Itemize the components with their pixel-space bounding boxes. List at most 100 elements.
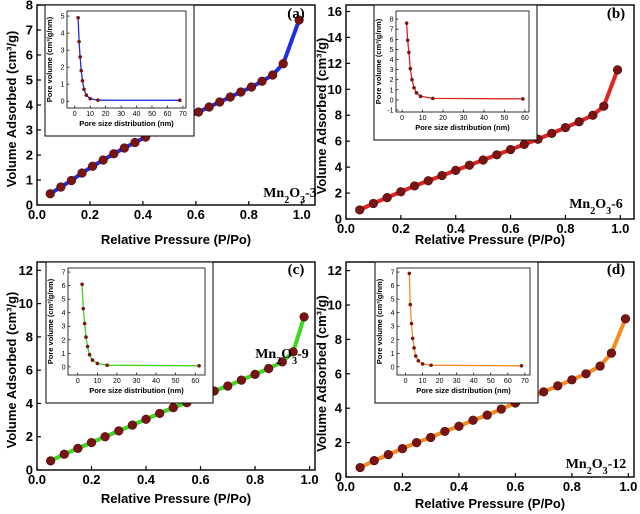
inset-y-tick-label: 5 <box>390 47 394 54</box>
inset-x-tick-label: 50 <box>172 378 180 385</box>
y-tick-label: 4 <box>335 401 343 416</box>
isotherm-point <box>482 410 492 420</box>
inset-line <box>77 17 180 101</box>
x-tick-label: 0.4 <box>134 207 153 222</box>
isotherm-point <box>288 347 298 357</box>
sample-label-part: -9 <box>297 347 309 362</box>
inset-frame <box>373 4 538 141</box>
sample-label-part: 2 <box>284 195 289 206</box>
x-axis-label: Relative Pressure (P/Po) <box>415 232 565 247</box>
y-tick-label: 2 <box>335 186 342 201</box>
y-tick-label: 10 <box>328 298 342 313</box>
inset-y-tick-label: 0 <box>61 99 65 106</box>
inset-y-tick-label: 5 <box>391 297 395 304</box>
inset-x-tick-label: 60 <box>504 378 512 385</box>
inset-y-tick-label: 3 <box>61 48 65 55</box>
inset-y-tick-label: 0 <box>62 364 66 371</box>
isotherm-point <box>299 312 309 322</box>
inset-point <box>105 363 109 368</box>
inset-point <box>413 354 418 358</box>
isotherm-point <box>294 15 304 25</box>
inset-y-tick-label: -1 <box>387 107 393 114</box>
y-tick-label: 0 <box>335 470 342 485</box>
isotherm-point <box>257 76 267 86</box>
inset-x-tick-label: 40 <box>470 378 478 385</box>
y-tick-label: 0 <box>335 212 342 227</box>
y-tick-label: 6 <box>26 48 33 63</box>
inset-x-tick-label: 20 <box>102 111 110 118</box>
y-tick-label: 12 <box>328 263 342 278</box>
isotherm-point <box>278 59 288 69</box>
isotherm-point <box>411 438 422 448</box>
inset-point <box>78 55 82 59</box>
x-tick-label: 1.0 <box>301 472 319 487</box>
inset-frame <box>374 261 539 404</box>
isotherm-point <box>87 161 98 171</box>
y-tick-label: 10 <box>19 296 33 311</box>
x-tick-label: 0.2 <box>82 472 100 487</box>
isotherm-point <box>236 87 246 97</box>
isotherm-point <box>66 175 77 186</box>
isotherm-point <box>86 437 97 448</box>
inset-point <box>407 271 412 276</box>
y-tick-label: 7 <box>26 23 33 38</box>
inset-point <box>412 346 416 350</box>
inset-y-tick-label: 4 <box>391 310 395 317</box>
inset-x-tick-label: 60 <box>521 115 529 122</box>
isotherm-point <box>45 189 55 199</box>
y-tick-label: 0 <box>26 198 33 213</box>
isotherm-point <box>369 456 379 466</box>
inset-point <box>88 96 92 101</box>
inset-point <box>81 306 86 311</box>
inset-plot-frame <box>66 10 187 109</box>
y-tick-label: 16 <box>328 4 342 19</box>
inset-x-tick-label: 0 <box>404 378 408 385</box>
y-tick-label: 2 <box>26 148 33 163</box>
isotherm-point <box>560 122 571 133</box>
y-tick-label: 10 <box>328 82 342 97</box>
inset-point <box>408 302 413 307</box>
sample-label: Mn2O3-3 <box>263 186 317 206</box>
inset-point <box>405 38 410 43</box>
inset-point <box>84 335 88 339</box>
sample-label-part: O <box>281 347 292 362</box>
isotherm-point <box>193 107 204 117</box>
inset-x-axis-label: Pore size distribution (nm) <box>416 386 511 395</box>
inset-point <box>407 50 411 55</box>
y-tick-label: 8 <box>26 0 33 13</box>
x-axis-label: Relative Pressure (P/Po) <box>101 232 251 247</box>
inset-point <box>85 344 90 349</box>
inset-y-tick-label: 2 <box>62 337 66 344</box>
isotherm-point <box>141 414 151 424</box>
x-tick-label: 0.2 <box>393 479 411 494</box>
inset-c: 0 10 20 30 40 50 60 0 1 2 3 4 5 6 7 Pore size distribut… <box>45 261 214 404</box>
y-tick-label: 12 <box>19 263 33 278</box>
inset-point <box>404 21 409 25</box>
inset-line <box>81 284 200 367</box>
inset-y-tick-label: 0 <box>390 97 394 104</box>
inset-x-tick-label: 30 <box>460 115 468 122</box>
sample-label: Mn2O3-6 <box>569 197 623 217</box>
inset-x-tick-label: 20 <box>439 115 447 122</box>
sample-label-part: 3 <box>292 356 297 367</box>
y-tick-label: 2 <box>335 435 342 450</box>
inset-point <box>84 93 89 98</box>
isotherm-point <box>46 456 56 466</box>
isotherm-point <box>464 160 475 170</box>
inset-y-tick-label: 4 <box>61 31 65 38</box>
isotherm-point <box>277 357 287 367</box>
sample-label-part: Mn <box>263 186 284 201</box>
y-tick-label: 14 <box>328 30 343 45</box>
sample-label: Mn2O3-9 <box>255 347 309 367</box>
x-tick-label: 0.4 <box>447 221 466 236</box>
inset-point <box>95 361 100 366</box>
inset-point <box>420 362 425 366</box>
isotherm-point <box>215 97 225 107</box>
inset-y-tick-label: 7 <box>62 270 66 277</box>
isotherm-point <box>368 198 379 209</box>
x-tick-label: 0.8 <box>563 479 581 494</box>
isotherm-point <box>468 415 478 425</box>
